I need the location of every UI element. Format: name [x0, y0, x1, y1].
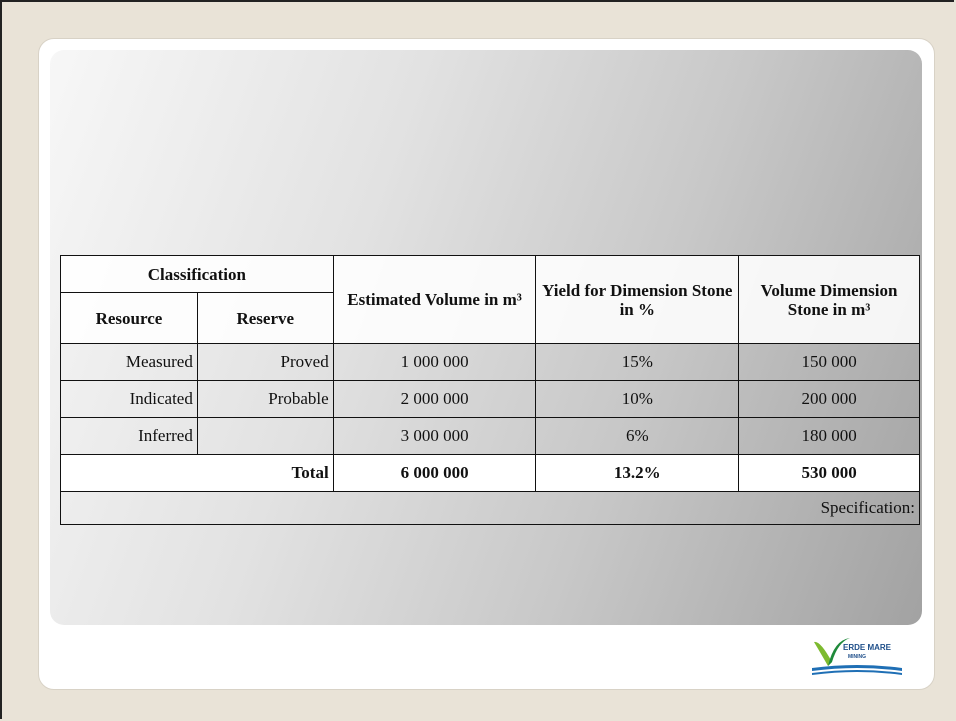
- header-cell: Volume Dimension Stone in m³: [738, 255, 920, 344]
- cell: 15%: [535, 343, 740, 381]
- reserve-table: Classification Estimated Volume in m³ Yi…: [60, 255, 920, 525]
- spec-row: Specification:: [60, 491, 920, 525]
- header-cell: Resource: [60, 292, 198, 344]
- cell: Probable: [196, 380, 334, 418]
- cell: [196, 417, 334, 455]
- cell: 530 000: [738, 454, 920, 492]
- header-cell: Yield for Dimension Stone in %: [535, 255, 740, 344]
- cell: 3 000 000: [332, 417, 537, 455]
- total-label: Total: [60, 454, 334, 492]
- header-cell: Reserve: [196, 292, 334, 344]
- cell: Inferred: [60, 417, 198, 455]
- cell: Measured: [60, 343, 198, 381]
- cell: 6 000 000: [332, 454, 537, 492]
- cell: 2 000 000: [332, 380, 537, 418]
- cell: 13.2%: [535, 454, 740, 492]
- table-body: Measured Proved 1 000 000 15% 150 000 Indicat…: [60, 343, 920, 455]
- logo: ERDE MARE MINING: [812, 638, 902, 675]
- data-row: Indicated Probable 2 000 000 10% 200 000: [60, 380, 920, 418]
- logo-text: ERDE MARE: [843, 643, 892, 652]
- logo-text: MINING: [848, 654, 866, 660]
- specification: Specification:: [60, 491, 920, 525]
- cell: 6%: [535, 417, 740, 455]
- cell: 180 000: [738, 417, 920, 455]
- data-row: Inferred 3 000 000 6% 180 000: [60, 417, 920, 455]
- cell: 150 000: [738, 343, 920, 381]
- data-row: Measured Proved 1 000 000 15% 150 000: [60, 343, 920, 381]
- header-cell: Estimated Volume in m³: [332, 255, 537, 344]
- cell: 1 000 000: [332, 343, 537, 381]
- header-cell: Classification: [60, 255, 334, 293]
- header-row: Classification Estimated Volume in m³ Yi…: [60, 255, 920, 344]
- cell: 200 000: [738, 380, 920, 418]
- cell: 10%: [535, 380, 740, 418]
- total-row: Total 6 000 000 13.2% 530 000: [60, 454, 920, 492]
- header-row: Resource Reserve: [60, 292, 920, 344]
- cell: Proved: [196, 343, 334, 381]
- cell: Indicated: [60, 380, 198, 418]
